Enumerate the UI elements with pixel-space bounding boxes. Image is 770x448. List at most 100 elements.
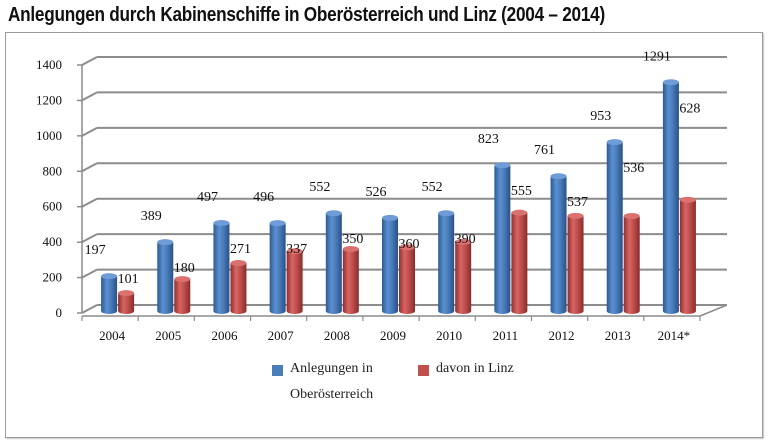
bar-linz: [174, 276, 191, 314]
legend: Anlegungen in Oberösterreich davon in Linz: [272, 361, 514, 402]
data-label: 823: [478, 132, 499, 147]
bar-oberoesterreich: [269, 220, 286, 314]
bar-linz: [455, 238, 472, 314]
bar-linz: [567, 212, 584, 314]
bar-body: [230, 262, 247, 314]
bar-cap: [623, 213, 640, 220]
bar-cap: [438, 210, 455, 217]
bar-body: [286, 251, 303, 314]
x-tick-label: 2009: [380, 328, 406, 343]
legend-swatch-1: [418, 365, 429, 376]
data-label: 101: [118, 272, 139, 287]
bar-oberoesterreich: [438, 210, 455, 314]
bar-cap: [511, 209, 528, 216]
y-tick-label: 400: [43, 234, 63, 249]
bar-cap: [157, 239, 174, 246]
chart-title: Anlegungen durch Kabinenschiffe in Oberö…: [8, 4, 605, 26]
x-tick-label: 2013: [605, 328, 631, 343]
data-label: 496: [253, 190, 274, 205]
data-label: 350: [342, 232, 363, 247]
bar-cap: [230, 259, 247, 266]
x-tick-label: 2010: [436, 328, 462, 343]
y-tick-label: 1000: [36, 128, 62, 143]
bar-cap: [662, 79, 679, 86]
bar-body: [679, 199, 696, 314]
x-tick-label: 2007: [268, 328, 295, 343]
data-label: 497: [197, 190, 218, 205]
gridline-side: [81, 304, 98, 314]
bars: [101, 79, 696, 315]
bar-cap: [679, 196, 696, 203]
bar-cap: [342, 246, 359, 252]
bar-cap: [494, 162, 511, 169]
data-label: 1291: [643, 49, 671, 64]
legend-swatch-0: [272, 365, 283, 376]
bar-cap: [399, 244, 415, 251]
gridline-side: [81, 56, 98, 66]
bar-body: [438, 213, 455, 314]
bar-body: [511, 212, 528, 314]
bar-linz: [399, 244, 415, 314]
bar-body: [157, 242, 174, 314]
data-label: 337: [286, 242, 307, 257]
data-label: 360: [399, 237, 420, 252]
data-label: 271: [230, 242, 251, 257]
bar-cap: [174, 276, 191, 283]
gridline-side: [81, 268, 98, 279]
bar-cap: [286, 248, 303, 255]
x-tick-label: 2012: [549, 328, 575, 343]
bar-body: [567, 215, 584, 314]
bar-body: [213, 222, 230, 314]
data-labels: 197 389 497 496 552 526 552 823 761 953 1291 101 180…: [85, 49, 701, 287]
floor-edge: [699, 304, 728, 317]
bar-oberoesterreich: [382, 214, 398, 314]
x-tick-label: 2011: [493, 328, 519, 343]
x-tick-label: 2006: [211, 328, 238, 343]
x-tick-label: 2008: [324, 328, 350, 343]
data-label: 197: [85, 243, 106, 258]
data-label: 555: [511, 184, 532, 199]
y-tick-label: 800: [43, 163, 63, 178]
legend-label: Oberösterreich: [290, 387, 373, 402]
gridline-side: [81, 126, 98, 137]
bar-oberoesterreich: [494, 162, 511, 314]
bar-oberoesterreich: [213, 219, 230, 314]
bar-cap: [567, 212, 584, 219]
gridline-side: [81, 162, 98, 173]
gridline-side: [81, 233, 98, 244]
bar-body: [606, 142, 623, 314]
bar-body: [325, 213, 342, 314]
y-tick-label: 0: [56, 305, 63, 320]
bar-linz: [511, 209, 528, 314]
x-tick-label: 2005: [155, 328, 181, 343]
y-tick-label: 1200: [36, 92, 62, 107]
data-label: 953: [590, 109, 611, 124]
bar-cap: [101, 273, 118, 280]
y-tick-label: 200: [43, 270, 63, 285]
y-tick-label: 600: [43, 199, 63, 214]
x-tick-label: 2004: [99, 328, 126, 343]
bar-body: [269, 223, 286, 314]
bar-body: [101, 276, 118, 314]
bar-cap: [325, 210, 342, 217]
bar-oberoesterreich: [157, 239, 174, 314]
data-label: 552: [422, 180, 443, 195]
bar-cap: [606, 139, 623, 146]
data-label: 536: [623, 161, 644, 176]
gridline-side: [81, 197, 98, 208]
bar-body: [494, 165, 511, 314]
bar-oberoesterreich: [325, 210, 342, 314]
data-label: 537: [567, 195, 588, 210]
x-tick-label: 2014*: [658, 328, 691, 343]
bar-cap: [455, 238, 472, 245]
axes: 0 200 400 600 800 1000 1200 1400 2004 2005 2006 200…: [36, 57, 728, 343]
bar-oberoesterreich: [606, 139, 623, 314]
bar-body: [550, 176, 567, 314]
data-label: 180: [174, 261, 195, 276]
bar-cap: [118, 290, 135, 297]
bar-linz: [623, 213, 640, 314]
bar-body: [382, 217, 398, 314]
data-label: 389: [141, 209, 162, 224]
bar-cap: [213, 219, 230, 226]
y-tick-label: 1400: [36, 57, 62, 72]
